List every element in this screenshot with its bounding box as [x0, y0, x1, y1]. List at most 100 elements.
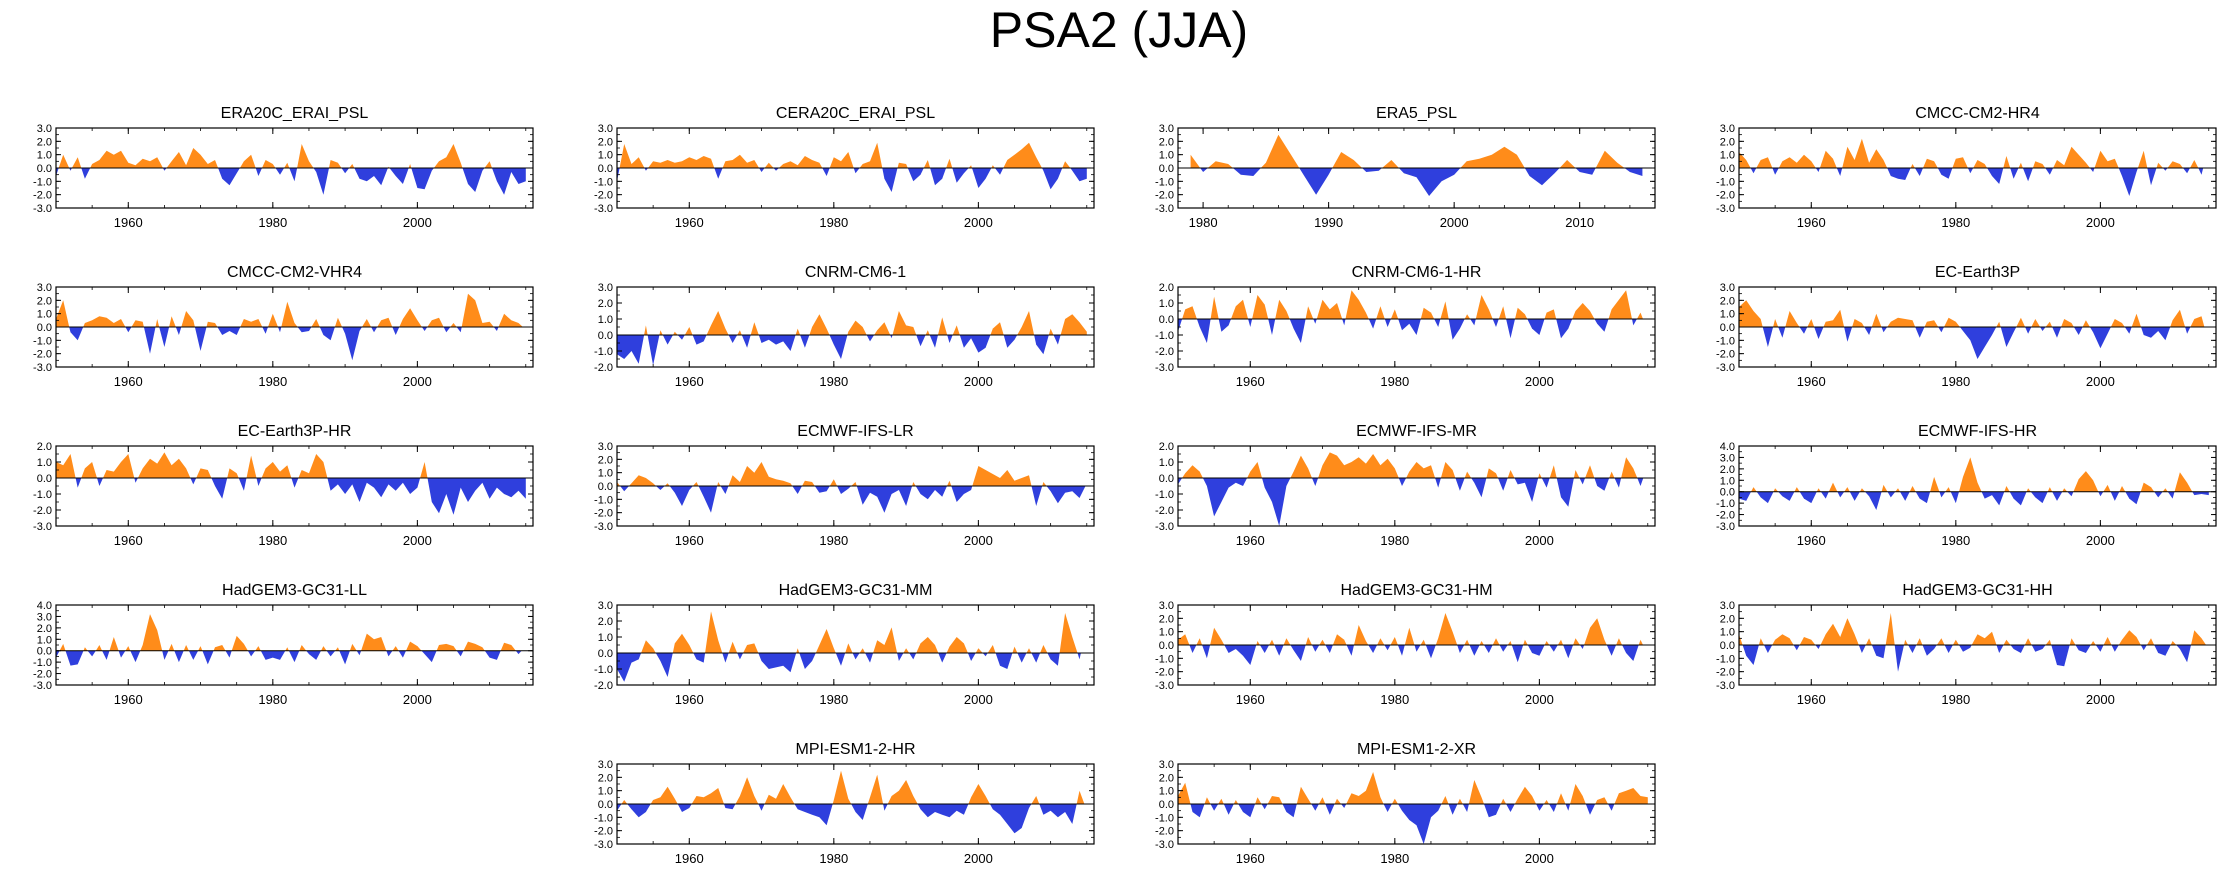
positive-anomaly-area: [239, 154, 256, 168]
negative-anomaly-area: [1311, 804, 1319, 811]
y-tick-label: 3.0: [1159, 123, 1174, 135]
positive-anomaly-area: [261, 462, 292, 478]
negative-anomaly-area: [2025, 327, 2032, 334]
negative-anomaly-area: [916, 335, 926, 347]
positive-anomaly-area: [1570, 784, 1586, 804]
y-tick-label: 0.0: [1720, 163, 1735, 175]
positive-anomaly-area: [1420, 639, 1426, 645]
negative-anomaly-area: [2073, 327, 2083, 335]
negative-anomaly-area: [1836, 168, 1843, 176]
positive-anomaly-area: [1475, 295, 1493, 319]
negative-anomaly-area: [327, 478, 421, 502]
negative-anomaly-area: [737, 653, 744, 660]
positive-anomaly-area: [1944, 317, 1960, 327]
negative-anomaly-area: [1778, 491, 1795, 501]
negative-anomaly-area: [698, 486, 718, 513]
positive-anomaly-area: [1017, 311, 1035, 335]
x-tick-label: 1980: [1380, 692, 1409, 707]
positive-anomaly-area: [1739, 634, 1743, 645]
positive-anomaly-area: [2082, 320, 2090, 327]
panel-9: EC-Earth3P-HR -3.0 -2.0 -1.0 0.0 1.0 2.0 1960 19…: [33, 423, 534, 548]
positive-anomaly-area: [1440, 301, 1449, 319]
x-tick-label: 2000: [964, 533, 993, 548]
negative-anomaly-area: [1210, 804, 1219, 811]
positive-anomaly-area: [1377, 638, 1385, 645]
negative-anomaly-area: [217, 327, 241, 335]
negative-anomaly-area: [1524, 168, 1560, 186]
positive-anomaly-area: [1182, 465, 1203, 478]
negative-anomaly-area: [398, 650, 406, 658]
x-tick-label: 2000: [1525, 374, 1554, 389]
negative-anomaly-area: [677, 335, 685, 340]
x-tick-label: 2000: [1525, 533, 1554, 548]
positive-anomaly-area: [1048, 328, 1054, 335]
positive-anomaly-area: [58, 154, 70, 168]
y-tick-label: -2.0: [594, 190, 613, 202]
positive-anomaly-area: [2090, 641, 2096, 645]
negative-anomaly-area: [1511, 645, 1524, 663]
negative-anomaly-area: [1031, 486, 1043, 506]
negative-anomaly-area: [792, 486, 802, 494]
positive-anomaly-area: [1885, 613, 1895, 645]
negative-anomaly-area: [69, 327, 84, 341]
negative-anomaly-area: [492, 168, 526, 195]
negative-anomaly-area: [255, 168, 262, 176]
positive-anomaly-area: [1842, 138, 1888, 168]
negative-anomaly-area: [275, 168, 285, 175]
positive-anomaly-area: [1916, 638, 1923, 645]
x-tick-label: 1980: [1380, 533, 1409, 548]
negative-anomaly-area: [1498, 478, 1508, 491]
positive-anomaly-area: [1256, 641, 1260, 645]
negative-anomaly-area: [1189, 645, 1197, 653]
x-tick-label: 1960: [1236, 692, 1265, 707]
positive-anomaly-area: [2167, 161, 2183, 168]
panel-14: HadGEM3-GC31-MM -2.0 -1.0 0.0 1.0 2.0 3.0 1960 1…: [594, 582, 1095, 707]
negative-anomaly-area: [218, 168, 240, 186]
positive-anomaly-area: [648, 156, 715, 168]
negative-anomaly-area: [238, 478, 247, 491]
negative-anomaly-area: [1224, 645, 1257, 665]
negative-anomaly-area: [1218, 319, 1231, 332]
y-tick-label: 1.0: [37, 457, 52, 469]
positive-anomaly-area: [1807, 319, 1815, 327]
positive-anomaly-area: [809, 314, 830, 335]
positive-anomaly-area: [1492, 638, 1500, 645]
positive-anomaly-area: [1608, 290, 1632, 319]
negative-anomaly-area: [617, 335, 645, 364]
positive-anomaly-area: [1773, 319, 1779, 327]
positive-anomaly-area: [2062, 488, 2068, 492]
positive-anomaly-area: [975, 648, 983, 653]
positive-anomaly-area: [2110, 319, 2125, 327]
positive-anomaly-area: [168, 643, 175, 651]
y-tick-label: -3.0: [1716, 680, 1735, 692]
x-tick-label: 1980: [819, 533, 848, 548]
positive-anomaly-area: [206, 321, 218, 327]
negative-anomaly-area: [773, 168, 779, 171]
plot-frame: [55, 604, 534, 686]
panel-title: ECMWF-IFS-LR: [797, 423, 913, 440]
x-tick-label: 1980: [1941, 215, 1970, 230]
y-tick-label: 2.0: [1159, 136, 1174, 148]
y-tick-label: -2.0: [594, 508, 613, 520]
negative-anomaly-area: [1368, 645, 1378, 653]
negative-anomaly-area: [1053, 335, 1061, 345]
y-tick-label: 1.0: [37, 150, 52, 162]
y-tick-label: 0.0: [1159, 163, 1174, 175]
panel-title: HadGEM3-GC31-HM: [1340, 582, 1492, 599]
negative-anomaly-area: [1435, 478, 1441, 488]
positive-anomaly-area: [1247, 462, 1262, 478]
negative-anomaly-area: [1622, 645, 1639, 661]
positive-anomaly-area: [650, 786, 678, 804]
x-tick-label: 2000: [964, 692, 993, 707]
positive-anomaly-area: [131, 320, 144, 327]
negative-anomaly-area: [1034, 335, 1049, 355]
x-tick-label: 1960: [1797, 215, 1826, 230]
negative-anomaly-area: [1499, 645, 1508, 652]
panel-title: ECMWF-IFS-HR: [1918, 423, 2037, 440]
negative-anomaly-area: [1764, 645, 1773, 653]
negative-anomaly-area: [354, 168, 388, 186]
negative-anomaly-area: [1939, 491, 1946, 498]
positive-anomaly-area: [1778, 154, 1816, 168]
y-tick-label: 1.0: [1720, 627, 1735, 639]
y-tick-label: 3.0: [598, 123, 613, 135]
